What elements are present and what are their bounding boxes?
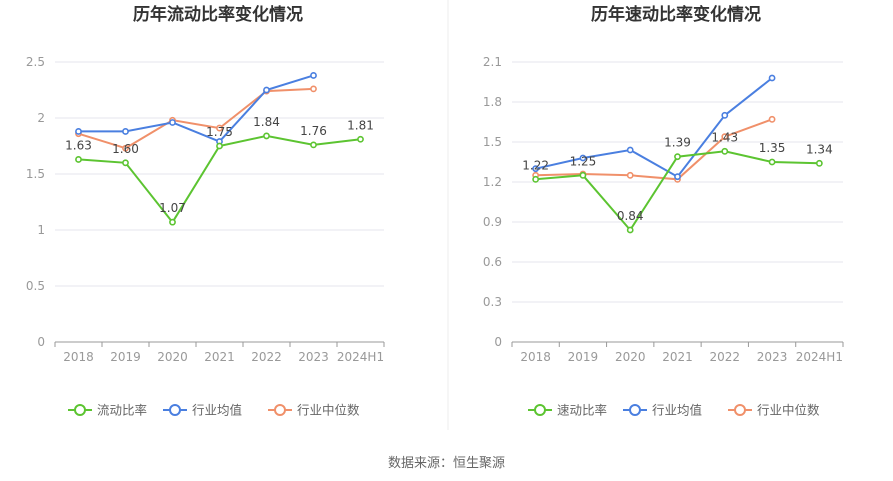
data-point[interactable] [532, 165, 540, 173]
data-point[interactable] [626, 171, 634, 179]
y-tick-label: 2.5 [26, 55, 45, 69]
data-point[interactable] [674, 153, 681, 161]
x-tick-label: 2020 [615, 350, 646, 364]
legend-label[interactable]: 行业中位数 [757, 403, 820, 418]
quick-ratio-chart: 历年速动比率变化情况 0 0.3 0.6 0.9 1.2 1.5 1.8 2.1 2018 2019… [483, 4, 844, 418]
data-label: 1.60 [112, 142, 139, 156]
data-point[interactable] [626, 146, 634, 154]
data-point[interactable] [721, 147, 729, 155]
data-label: 1.39 [664, 136, 691, 150]
x-tick-label: 2020 [157, 350, 188, 364]
legend-swatch-marker[interactable] [629, 404, 641, 416]
legend-swatch-marker[interactable] [534, 404, 546, 416]
data-point[interactable] [122, 159, 129, 167]
y-tick-label: 1.5 [483, 135, 502, 149]
data-label: 1.34 [806, 142, 833, 156]
current-ratio-chart: 历年流动比率变化情况 0 0.5 1 1.5 2 2.5 2018 2019 2020 2021 20… [26, 4, 385, 418]
data-point[interactable] [674, 173, 681, 181]
data-point[interactable] [532, 175, 540, 183]
data-point[interactable] [122, 128, 129, 135]
legend-label[interactable]: 流动比率 [97, 403, 147, 418]
y-tick-label: 1.2 [483, 175, 502, 189]
data-point[interactable] [169, 119, 176, 126]
data-label: 1.63 [65, 138, 92, 152]
legend-swatch-marker[interactable] [169, 404, 181, 416]
data-point[interactable] [815, 159, 823, 167]
legend-swatch-marker[interactable] [274, 404, 286, 416]
data-label: 0.84 [617, 209, 644, 223]
y-tick-label: 0.6 [483, 255, 502, 269]
data-point[interactable] [721, 111, 729, 119]
data-point[interactable] [768, 158, 776, 166]
data-point[interactable] [75, 156, 82, 163]
legend-swatch-marker[interactable] [74, 404, 86, 416]
x-tick-label: 2018 [63, 350, 94, 364]
data-point[interactable] [768, 115, 776, 123]
data-point[interactable] [721, 133, 729, 141]
data-label: 1.22 [522, 158, 549, 172]
x-tick-label: 2024H1 [337, 350, 384, 364]
x-tick-label: 2023 [298, 350, 329, 364]
data-label: 1.43 [711, 130, 738, 144]
chart-title: 历年流动比率变化情况 [133, 4, 303, 25]
data-point[interactable] [310, 85, 317, 93]
data-label: 1.35 [759, 141, 786, 155]
y-tick-label: 0.5 [26, 279, 45, 293]
x-tick-label: 2021 [662, 350, 693, 364]
data-point[interactable] [579, 154, 587, 162]
y-tick-label: 1 [37, 223, 45, 237]
legend-label[interactable]: 行业均值 [652, 403, 702, 418]
y-tick-label: 0 [494, 335, 502, 349]
series-line [535, 77, 773, 178]
data-point[interactable] [216, 142, 223, 150]
chart-title: 历年速动比率变化情况 [591, 4, 761, 25]
data-point[interactable] [122, 144, 129, 152]
legend-label[interactable]: 行业均值 [192, 403, 242, 418]
x-tick-label: 2021 [204, 350, 235, 364]
y-tick-label: 0.9 [483, 215, 502, 229]
data-point[interactable] [310, 72, 317, 79]
source-note: 数据来源：恒生聚源 [387, 456, 505, 471]
data-point[interactable] [263, 132, 270, 140]
data-point[interactable] [75, 128, 82, 135]
y-tick-label: 1.5 [26, 167, 45, 181]
x-tick-label: 2018 [520, 350, 551, 364]
data-label: 1.76 [300, 124, 327, 138]
y-tick-label: 0 [37, 335, 45, 349]
x-tick-label: 2022 [251, 350, 282, 364]
y-tick-label: 1.8 [483, 95, 502, 109]
legend-label[interactable]: 速动比率 [557, 403, 607, 418]
data-label: 1.25 [570, 154, 597, 168]
data-label: 1.07 [159, 201, 186, 215]
data-label: 1.75 [206, 125, 233, 139]
series-line [535, 118, 773, 181]
x-tick-label: 2024H1 [796, 350, 843, 364]
data-point[interactable] [263, 86, 270, 94]
y-tick-label: 2.1 [483, 55, 502, 69]
data-point[interactable] [768, 74, 776, 82]
x-tick-label: 2019 [568, 350, 599, 364]
series-line [78, 87, 314, 150]
x-tick-label: 2019 [110, 350, 141, 364]
data-label: 1.81 [347, 118, 374, 132]
series-line [78, 74, 314, 143]
data-point[interactable] [216, 124, 223, 132]
data-point[interactable] [626, 226, 634, 234]
x-tick-label: 2023 [757, 350, 788, 364]
data-point[interactable] [357, 135, 364, 143]
data-label: 1.84 [253, 115, 280, 129]
data-point[interactable] [579, 171, 587, 179]
data-point[interactable] [169, 218, 176, 226]
legend-swatch-marker[interactable] [734, 404, 746, 416]
legend-label[interactable]: 行业中位数 [297, 403, 360, 418]
data-point[interactable] [310, 141, 317, 149]
y-tick-label: 0.3 [483, 295, 502, 309]
x-tick-label: 2022 [710, 350, 741, 364]
y-tick-label: 2 [37, 111, 45, 125]
